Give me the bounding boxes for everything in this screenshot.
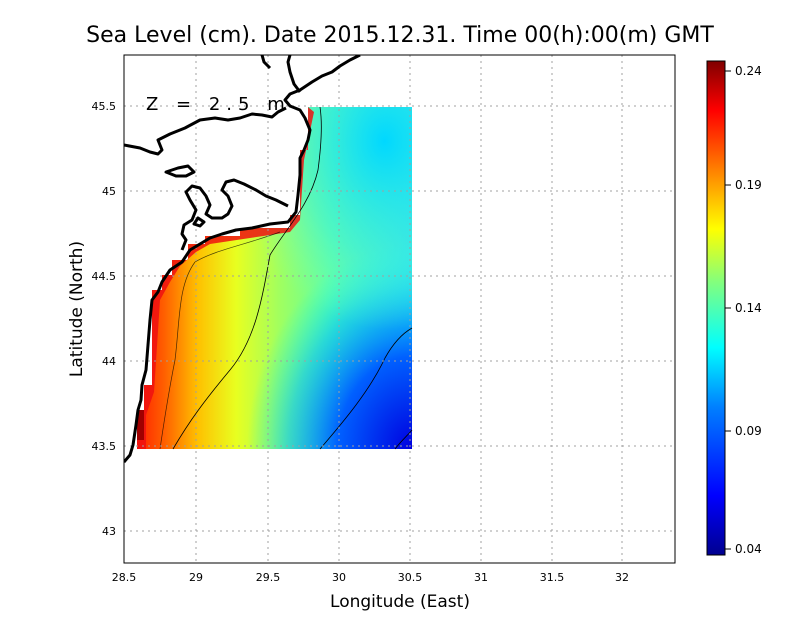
y-tick-label: 43 xyxy=(102,525,116,538)
x-tick-labels: 28.5 29 29.5 30 30.5 31 31.5 32 xyxy=(112,571,629,584)
x-tick-label: 28.5 xyxy=(112,571,137,584)
x-tick-label: 30 xyxy=(332,571,346,584)
colorbar-tick-label: 0.24 xyxy=(735,64,762,78)
y-axis-label: Latitude (North) xyxy=(67,241,87,377)
x-tick-label: 31.5 xyxy=(540,571,565,584)
map-title: Sea Level (cm). Date 2015.12.31. Time 00… xyxy=(86,23,714,48)
y-tick-label: 43.5 xyxy=(92,440,117,453)
colorbar-ticks xyxy=(725,70,731,550)
grid-lines xyxy=(124,55,675,563)
y-tick-labels: 43 43.5 44 44.5 45 45.5 xyxy=(92,100,117,538)
sea-level-field xyxy=(137,106,413,450)
colorbar-labels: 0.04 0.09 0.14 0.19 0.24 xyxy=(735,64,762,556)
depth-label: Z = 2.5 m xyxy=(146,94,291,115)
x-tick-label: 29.5 xyxy=(256,571,281,584)
x-axis-label: Longitude (East) xyxy=(330,592,470,612)
x-tick-label: 32 xyxy=(615,571,629,584)
x-tick-label: 31 xyxy=(474,571,488,584)
colorbar-tick-label: 0.19 xyxy=(735,178,762,192)
y-tick-label: 45 xyxy=(102,185,116,198)
y-tick-label: 44.5 xyxy=(92,270,117,283)
colorbar xyxy=(706,60,726,556)
colorbar-tick-label: 0.04 xyxy=(735,542,762,556)
x-tick-label: 30.5 xyxy=(398,571,423,584)
colorbar-tick-label: 0.14 xyxy=(735,301,762,315)
colorbar-tick-label: 0.09 xyxy=(735,424,762,438)
coastline xyxy=(124,55,361,463)
y-tick-label: 44 xyxy=(102,355,116,368)
x-tick-label: 29 xyxy=(189,571,203,584)
y-tick-label: 45.5 xyxy=(92,100,117,113)
plot-frame xyxy=(123,54,676,564)
